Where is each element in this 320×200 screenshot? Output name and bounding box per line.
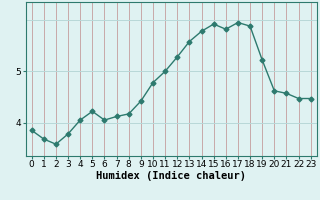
X-axis label: Humidex (Indice chaleur): Humidex (Indice chaleur) [96,171,246,181]
